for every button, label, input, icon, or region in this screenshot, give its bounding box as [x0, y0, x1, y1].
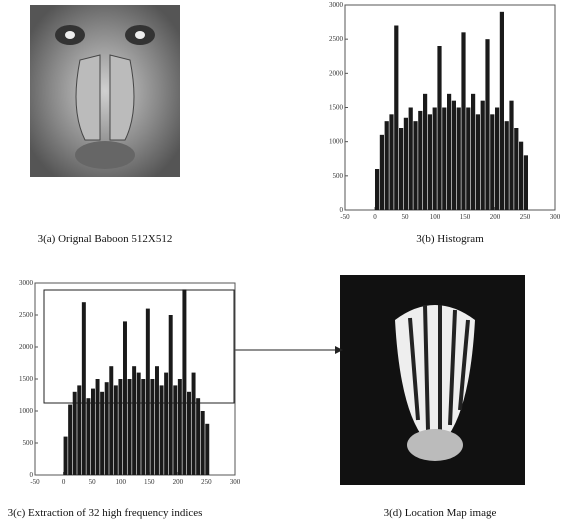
- bar: [380, 135, 384, 210]
- bar: [146, 309, 150, 475]
- bar: [519, 142, 523, 210]
- y-tick-label: 500: [23, 439, 34, 447]
- figure: 3(a) Orignal Baboon 512X512 3(b) Histogr…: [0, 0, 565, 524]
- bar: [514, 128, 518, 210]
- bar: [109, 366, 113, 475]
- bar: [524, 155, 528, 210]
- x-tick-label: 200: [173, 478, 184, 486]
- bar: [428, 114, 432, 210]
- bar: [442, 108, 446, 211]
- x-tick-label: 50: [402, 213, 410, 221]
- x-tick-label: 300: [230, 478, 241, 486]
- bar: [160, 385, 164, 475]
- y-tick-label: 500: [333, 172, 344, 180]
- bar: [481, 101, 485, 210]
- location-map-image: [340, 275, 525, 485]
- x-tick-label: 250: [201, 478, 212, 486]
- bar: [155, 366, 159, 475]
- x-tick-label: 150: [144, 478, 155, 486]
- y-tick-label: 1000: [329, 138, 344, 146]
- bar: [509, 101, 513, 210]
- bar: [437, 46, 441, 210]
- y-tick-label: 3000: [329, 1, 344, 9]
- bar: [423, 94, 427, 210]
- bar: [150, 379, 154, 475]
- x-tick-label: -50: [30, 478, 40, 486]
- bar: [77, 385, 81, 475]
- bar: [404, 118, 408, 210]
- baboon-image: [30, 5, 180, 177]
- bar: [173, 385, 177, 475]
- y-tick-label: 1000: [19, 407, 34, 415]
- bar: [91, 389, 95, 475]
- bar: [196, 398, 200, 475]
- bar: [461, 32, 465, 210]
- bar: [73, 392, 77, 475]
- caption: 3(a) Orignal Baboon 512X512: [38, 233, 173, 245]
- x-tick-label: 150: [460, 213, 471, 221]
- bar: [495, 108, 499, 211]
- bar: [490, 114, 494, 210]
- y-tick-label: 1500: [19, 375, 34, 383]
- x-tick-label: -50: [340, 213, 350, 221]
- bar: [399, 128, 403, 210]
- bar: [192, 373, 196, 475]
- y-tick-label: 2000: [329, 69, 344, 77]
- bar: [187, 392, 191, 475]
- bar: [505, 121, 509, 210]
- bar: [164, 373, 168, 475]
- bar: [132, 366, 136, 475]
- caption: 3(d) Location Map image: [384, 507, 497, 519]
- bar: [385, 121, 389, 210]
- bar: [182, 289, 186, 475]
- bar: [409, 108, 413, 211]
- x-tick-label: 0: [62, 478, 66, 486]
- bar: [394, 26, 398, 211]
- bar: [500, 12, 504, 210]
- bar: [457, 108, 461, 211]
- bar: [433, 108, 437, 211]
- bar: [64, 437, 68, 475]
- bar: [413, 121, 417, 210]
- caption: 3(b) Histogram: [416, 233, 484, 245]
- x-tick-label: 300: [550, 213, 561, 221]
- bar: [96, 379, 100, 475]
- bar: [82, 302, 86, 475]
- bar: [201, 411, 205, 475]
- y-tick-label: 2000: [19, 343, 34, 351]
- bar: [137, 373, 141, 475]
- x-tick-label: 250: [520, 213, 531, 221]
- bar: [169, 315, 173, 475]
- x-tick-label: 50: [89, 478, 97, 486]
- bar: [178, 379, 182, 475]
- bar: [476, 114, 480, 210]
- bar: [485, 39, 489, 210]
- bar: [418, 111, 422, 210]
- x-tick-label: 100: [115, 478, 126, 486]
- bar: [141, 379, 145, 475]
- bar: [452, 101, 456, 210]
- x-tick-label: 100: [430, 213, 441, 221]
- y-tick-label: 2500: [19, 311, 34, 319]
- bar: [375, 169, 379, 210]
- bar: [123, 321, 127, 475]
- bar: [100, 392, 104, 475]
- y-tick-label: 1500: [329, 104, 344, 112]
- bar: [471, 94, 475, 210]
- bar: [86, 398, 90, 475]
- y-tick-label: 2500: [329, 35, 344, 43]
- bar: [68, 405, 72, 475]
- caption: 3(c) Extraction of 32 high frequency ind…: [8, 507, 203, 519]
- bar: [389, 114, 393, 210]
- bar: [114, 385, 118, 475]
- bar: [466, 108, 470, 211]
- x-tick-label: 0: [373, 213, 377, 221]
- bar: [128, 379, 132, 475]
- bar: [205, 424, 209, 475]
- x-tick-label: 200: [490, 213, 501, 221]
- bar: [447, 94, 451, 210]
- bar: [118, 379, 122, 475]
- bar: [105, 382, 109, 475]
- y-tick-label: 3000: [19, 279, 34, 287]
